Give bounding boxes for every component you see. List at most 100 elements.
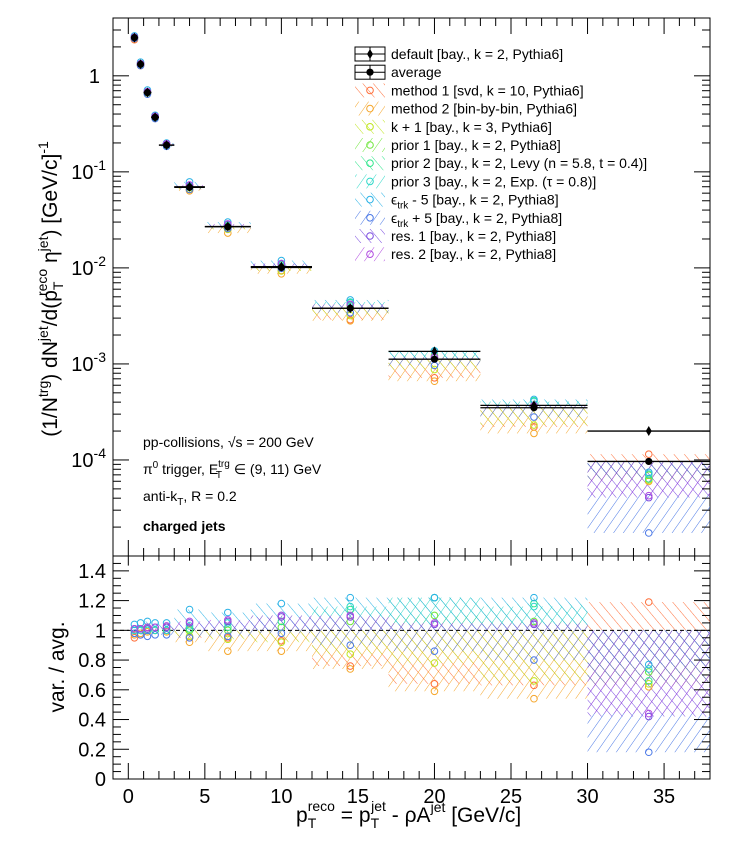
legend-marker (366, 68, 374, 76)
ratio-band (312, 630, 389, 646)
legend-swatch (355, 174, 385, 189)
ratio-marker (430, 619, 439, 627)
default-marker (645, 426, 652, 437)
spectrum-variation-marker (644, 491, 653, 500)
ratio-marker (530, 677, 538, 685)
ratio-band (151, 630, 159, 635)
info-trigger: π0 trigger, Etrg T ∈ (9, 11) GeV (143, 459, 322, 481)
ratio-marker (277, 611, 286, 620)
ratio-marker (151, 630, 159, 639)
ratio-y-tick-label: 1 (95, 620, 106, 642)
legend-marker (366, 159, 374, 167)
ratio-marker (185, 622, 194, 630)
ratio-marker (162, 622, 171, 630)
ratio-marker (136, 630, 145, 639)
ratio-band (158, 630, 175, 635)
legend-label: average (391, 64, 442, 80)
ratio-marker (224, 632, 232, 641)
ratio-marker (430, 659, 439, 667)
default-marker (131, 32, 138, 43)
legend-swatch (355, 192, 385, 207)
spectrum-variation-marker (644, 450, 653, 458)
legend-label: res. 2 [bay., k = 2, Pythia8] (391, 246, 556, 262)
legend-marker (366, 123, 374, 131)
ratio-marker (277, 638, 286, 647)
ratio-y-tick-label: 0.6 (78, 680, 106, 702)
spectrum-variation-marker (430, 377, 439, 386)
legend-entry: k + 1 [bay., k = 3, Pythia6] (355, 119, 552, 135)
ratio-marker (530, 602, 538, 611)
legend-swatch (355, 101, 385, 116)
ratio-band (388, 630, 481, 652)
legend-marker (367, 49, 373, 59)
legend-entry: prior 1 [bay., k = 2, Pythia8] (355, 137, 561, 153)
x-tick-label: 0 (123, 786, 134, 808)
ratio-marker (644, 598, 653, 606)
default-marker (137, 59, 144, 70)
spectrum-variation-marker (644, 529, 653, 537)
ratio-marker (162, 630, 171, 639)
ratio-marker (346, 665, 355, 673)
ratio-marker (136, 625, 145, 633)
ratio-marker (530, 694, 538, 703)
legend-swatch (355, 83, 385, 98)
ratio-marker (185, 638, 194, 647)
default-marker (144, 87, 151, 98)
legend-marker (366, 195, 374, 204)
legend-entry: ϵtrk + 5 [bay., k = 2, Pythia8] (355, 210, 562, 230)
x-tick-label: 25 (500, 786, 522, 808)
ratio-marker (530, 619, 538, 627)
ratio-y-tick-label: 1.4 (78, 561, 106, 583)
legend-swatch (355, 247, 385, 262)
legend-marker (366, 214, 374, 222)
ratio-marker (277, 599, 286, 608)
legend-label: prior 3 [bay., k = 2, Exp. (τ = 0.8)] (391, 173, 596, 189)
ratio-marker (644, 660, 653, 669)
ratio-band (312, 615, 389, 631)
ratio-marker (346, 605, 355, 614)
ratio-marker (346, 617, 355, 626)
spectrum-variation-marker (430, 365, 439, 374)
legend-entry: ϵtrk - 5 [bay., k = 2, Pythia8] (355, 192, 559, 212)
ratio-marker (130, 633, 139, 642)
ratio-marker (136, 619, 145, 627)
legend-entry: prior 3 [bay., k = 2, Exp. (τ = 0.8)] (355, 173, 596, 189)
ratio-y-tick-label: 0.4 (78, 710, 106, 732)
ratio-marker (224, 647, 232, 655)
y-tick-label: 10-4 (71, 445, 106, 472)
ratio-marker (224, 635, 232, 644)
legend-entry: method 1 [svd, k = 10, Pythia6] (355, 82, 584, 98)
ratio-band (480, 630, 588, 661)
legend-swatch (355, 156, 385, 171)
x-axis: 0 5 10 15 20 25 30 35 (112, 18, 711, 808)
legend-label: prior 2 [bay., k = 2, Levy (n = 5.8, t =… (391, 155, 647, 171)
spectrum-y-axis-label: (1/Ntrg) dNjet/d(pTreco ηjet) [GeV/c]-1 (34, 141, 66, 437)
ratio-marker (346, 641, 355, 650)
ratio-marker (143, 623, 152, 632)
y-tick-label: 10-3 (71, 349, 106, 376)
ratio-marker (530, 656, 538, 664)
spectrum-variation-marker (530, 421, 538, 429)
ratio-marker (224, 608, 232, 617)
ratio-marker (644, 712, 653, 721)
default-marker (163, 140, 170, 151)
legend-marker (366, 141, 374, 149)
ratio-marker (530, 599, 538, 608)
legend-label: prior 1 [bay., k = 2, Pythia8] (391, 137, 561, 153)
ratio-band (587, 602, 710, 631)
ratio-marker (346, 602, 355, 611)
ratio-marker (185, 625, 194, 633)
x-tick-label: 5 (199, 786, 210, 808)
legend-marker (366, 250, 374, 258)
ratio-marker (430, 687, 439, 696)
ratio-markers (130, 593, 653, 757)
ratio-y-tick-label: 0.8 (78, 650, 106, 672)
legend-entry: default [bay., k = 2, Pythia6] (354, 46, 563, 62)
ratio-marker (277, 623, 286, 632)
ratio-y-axis: 0 0.2 0.4 0.6 0.8 1 1.2 1.4 (78, 555, 710, 791)
ratio-marker (644, 709, 653, 718)
info-box: pp-collisions, √s = 200 GeV π0 trigger, … (143, 434, 322, 534)
legend-entry: res. 1 [bay., k = 2, Pythia8] (355, 228, 556, 244)
legend-label: default [bay., k = 2, Pythia6] (391, 46, 563, 62)
